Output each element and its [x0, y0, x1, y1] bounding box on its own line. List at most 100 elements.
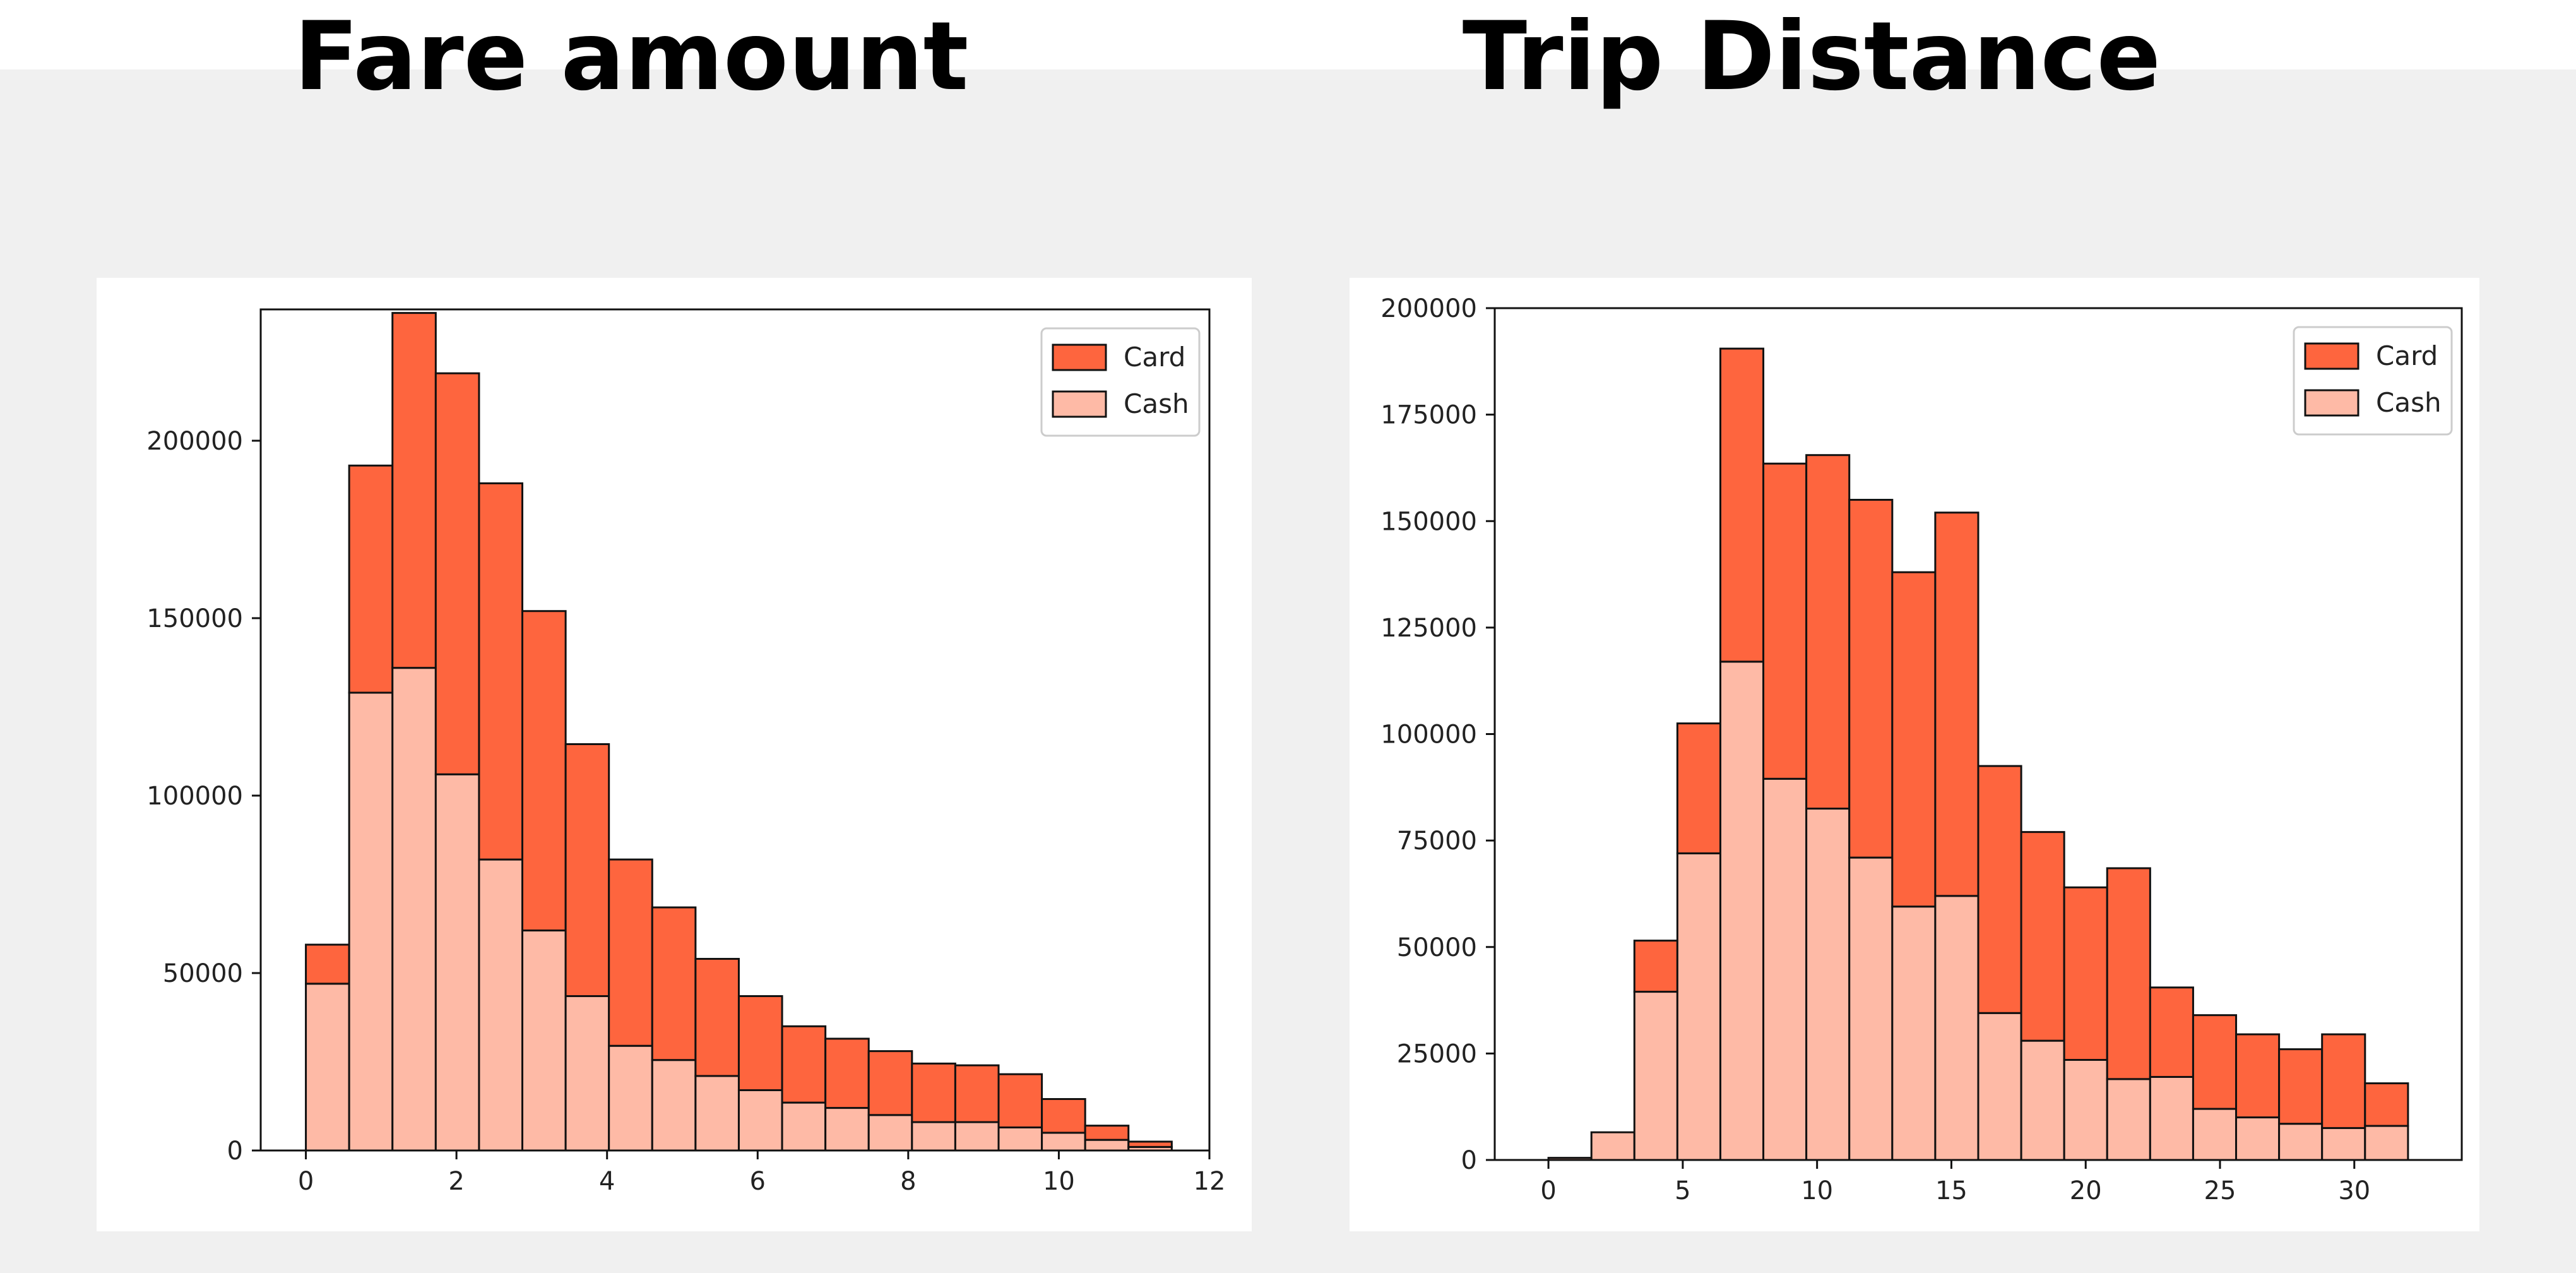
- distance-legend-label-card: Card: [2376, 340, 2438, 371]
- trip-distance-chart-panel: 0 5 10 15 20 25 30 0 25000 50000 75000 100000 125000…: [1350, 278, 2479, 1231]
- fare-bar-card: [1041, 1098, 1086, 1134]
- fare-bar-cash: [305, 983, 350, 1152]
- distance-bar-cash: [2321, 1127, 2366, 1161]
- fare-bar-cash: [824, 1107, 870, 1152]
- fare-bar-card: [1127, 1140, 1173, 1148]
- fare-y-tick-label: 150000: [146, 604, 243, 633]
- distance-bar-cash: [2020, 1039, 2065, 1161]
- fare-x-tick-label: 6: [750, 1167, 766, 1196]
- distance-bar-card: [2235, 1033, 2281, 1119]
- fare-bar-card: [1084, 1125, 1130, 1141]
- trip-distance-chart: 0 5 10 15 20 25 30 0 25000 50000 75000 100000 125000…: [1380, 294, 2463, 1205]
- fare-y-tick-label: 100000: [146, 782, 243, 811]
- fare-bar-card: [997, 1073, 1043, 1128]
- distance-bar-cash: [2235, 1116, 2281, 1161]
- fare-bar-card: [564, 743, 610, 998]
- fare-bar-cash: [694, 1075, 740, 1152]
- fare-x-tick-label: 12: [1194, 1167, 1226, 1196]
- distance-y-tick-label: 100000: [1380, 720, 1477, 750]
- distance-x-tick-label: 25: [2204, 1176, 2236, 1205]
- distance-bar-card: [1848, 499, 1894, 859]
- fare-amount-chart: 0 2 4 6 8 10 12 0 50000 100000 150000 200000 Card Cas…: [146, 308, 1226, 1196]
- distance-bar-card: [2106, 867, 2151, 1080]
- distance-bar-cash: [2278, 1123, 2324, 1161]
- fare-bar-card: [651, 906, 697, 1061]
- fare-x-tick-label: 8: [900, 1167, 916, 1196]
- distance-bar-card: [2020, 831, 2065, 1042]
- distance-x-tick-label: 10: [1801, 1176, 1833, 1205]
- distance-x-tick-label: 15: [1935, 1176, 1968, 1205]
- distance-x-tick-label: 5: [1675, 1176, 1690, 1205]
- fare-bar-cash: [1041, 1132, 1086, 1152]
- fare-bar-card: [737, 995, 783, 1091]
- fare-bar-cash: [521, 929, 567, 1152]
- distance-y-tick-label: 0: [1461, 1146, 1477, 1175]
- distance-bar-card: [1719, 347, 1765, 663]
- fare-bar-cash: [997, 1126, 1043, 1152]
- distance-bar-cash: [1848, 856, 1894, 1161]
- fare-bar-cash: [391, 667, 437, 1152]
- distance-bar-cash: [1934, 895, 1979, 1161]
- fare-legend-swatch-card: [1052, 344, 1107, 371]
- fare-bar-card: [434, 372, 480, 775]
- fare-bar-card: [478, 482, 524, 861]
- distance-legend-swatch-cash: [2304, 389, 2359, 417]
- chart-title-fare-amount: Fare amount: [294, 2, 969, 112]
- fare-bar-cash: [434, 773, 480, 1152]
- distance-y-tick-label: 200000: [1380, 294, 1477, 323]
- distance-bar-cash: [1977, 1012, 2022, 1161]
- distance-x-tick-label: 0: [1540, 1176, 1556, 1205]
- fare-bar-cash: [478, 858, 524, 1152]
- distance-bar-cash: [1633, 991, 1678, 1161]
- distance-bar-card: [1633, 940, 1678, 993]
- fare-bar-cash: [608, 1044, 653, 1152]
- fare-bar-card: [305, 943, 350, 985]
- distance-bar-card: [1977, 765, 2022, 1014]
- fare-bar-card: [521, 610, 567, 932]
- fare-bar-card: [391, 312, 437, 669]
- fare-x-tick-label: 4: [599, 1167, 615, 1196]
- distance-bar-card: [1934, 511, 1979, 897]
- fare-y-tick-label: 0: [227, 1137, 243, 1166]
- fare-bar-card: [911, 1062, 956, 1123]
- distance-bar-cash: [1590, 1131, 1635, 1161]
- distance-y-tick-label: 25000: [1397, 1039, 1477, 1068]
- fare-bar-card: [824, 1037, 870, 1109]
- distance-bar-cash: [2063, 1058, 2108, 1161]
- distance-bar-card: [1762, 462, 1808, 780]
- distance-bar-cash: [2192, 1108, 2238, 1161]
- distance-x-tick-label: 30: [2338, 1176, 2370, 1205]
- fare-y-tick-label: 50000: [163, 959, 243, 988]
- distance-bar-card: [1805, 454, 1851, 810]
- distance-legend-swatch-card: [2304, 342, 2359, 370]
- fare-bar-cash: [348, 691, 394, 1152]
- distance-y-tick-label: 150000: [1380, 507, 1477, 536]
- top-band: [0, 0, 2576, 69]
- chart-title-trip-distance: Trip Distance: [1462, 2, 2161, 112]
- distance-y-tick-label: 75000: [1397, 827, 1477, 856]
- fare-bar-card: [608, 858, 653, 1047]
- distance-legend-label-cash: Cash: [2376, 387, 2442, 418]
- distance-bar-card: [1891, 571, 1937, 908]
- fare-legend-swatch-cash: [1052, 390, 1107, 418]
- distance-bar-cash: [1762, 777, 1808, 1161]
- fare-bar-cash: [737, 1089, 783, 1152]
- fare-plot-frame: [259, 308, 1211, 1152]
- distance-y-tick-label: 50000: [1397, 933, 1477, 962]
- distance-bar-cash: [1719, 660, 1765, 1161]
- distance-bar-cash: [2106, 1078, 2151, 1161]
- fare-amount-chart-panel: 0 2 4 6 8 10 12 0 50000 100000 150000 200000 Card Cas…: [97, 278, 1252, 1231]
- fare-bar-card: [348, 464, 394, 694]
- distance-bar-cash: [2149, 1075, 2194, 1161]
- fare-bar-cash: [651, 1059, 697, 1152]
- fare-legend-label-cash: Cash: [1124, 388, 1189, 419]
- distance-bar-cash: [1891, 905, 1937, 1161]
- distance-bar-card: [2364, 1082, 2409, 1127]
- fare-x-tick-label: 0: [298, 1167, 314, 1196]
- fare-bar-card: [781, 1025, 827, 1104]
- fare-legend-label-card: Card: [1124, 342, 1185, 373]
- distance-bar-cash: [1676, 852, 1721, 1161]
- distance-bar-card: [2192, 1014, 2238, 1110]
- distance-bar-cash: [1805, 808, 1851, 1161]
- fare-bar-cash: [867, 1114, 913, 1152]
